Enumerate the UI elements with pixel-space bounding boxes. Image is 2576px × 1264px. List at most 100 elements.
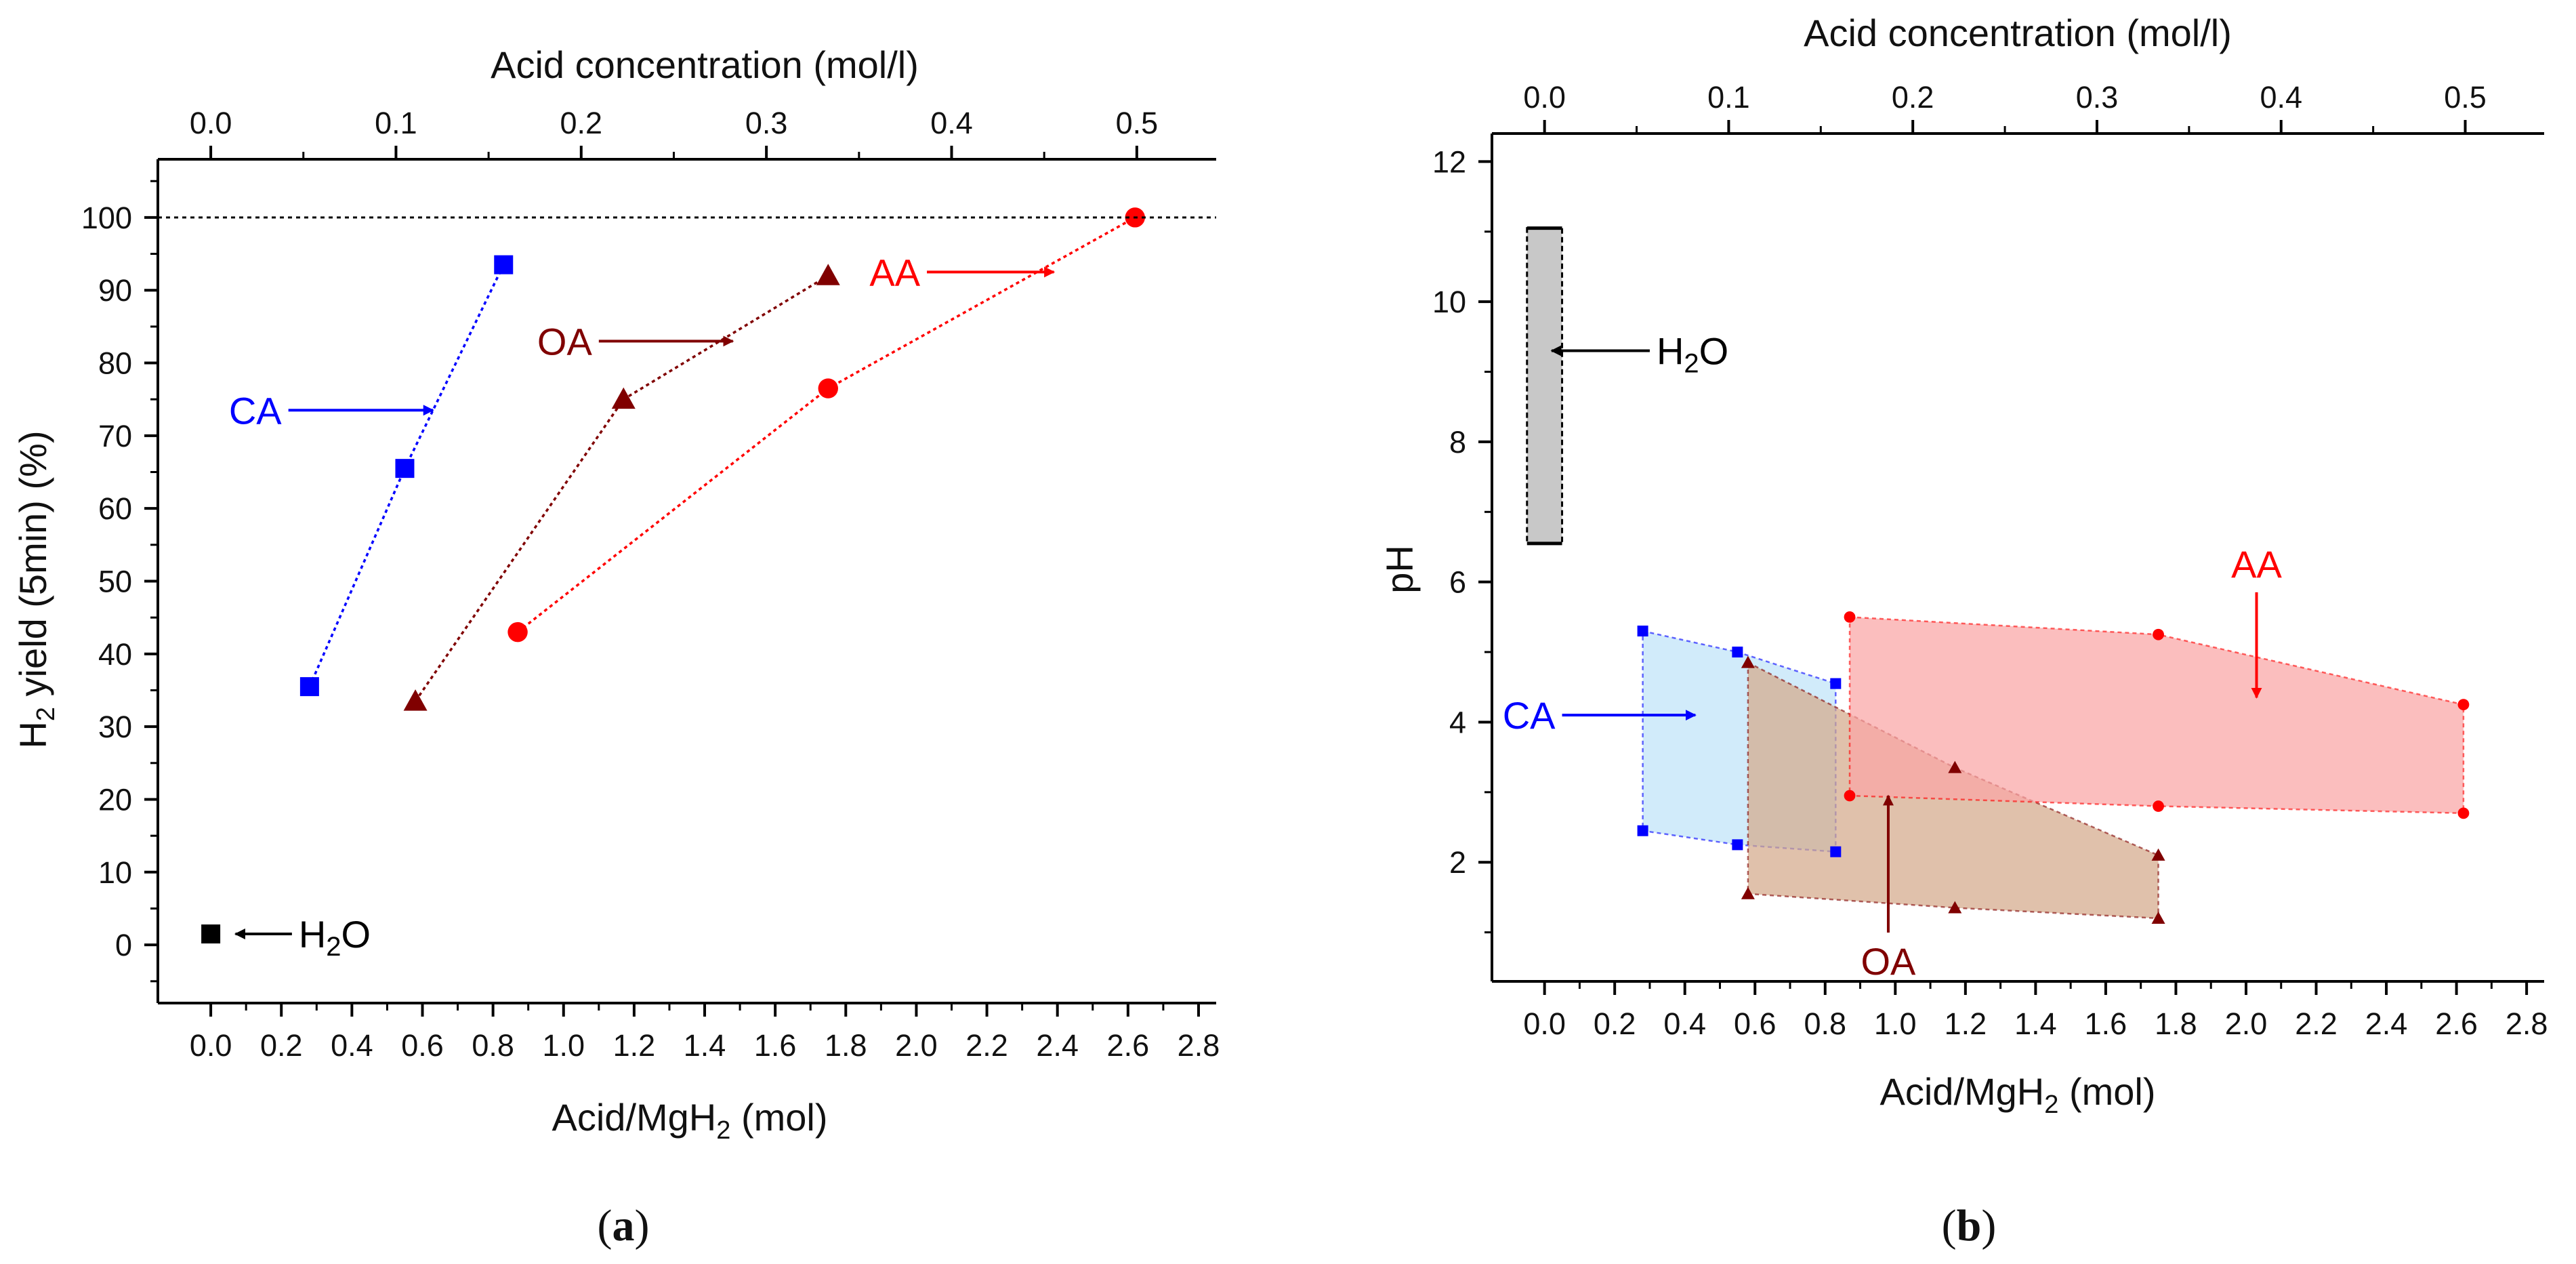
annotation-label: CA xyxy=(1503,694,1556,737)
x-tick-label: 1.0 xyxy=(1874,1006,1917,1041)
panel-a-axes: 0.0 0.2 0.4 0.6 0.8 1.0 1.2 1.4 1.6 1.8 2.0 2.2 2.4 2… xyxy=(81,106,1220,1063)
x-tick-label: 0.2 xyxy=(1594,1006,1636,1041)
x-tick-label: 2.0 xyxy=(2225,1006,2268,1041)
x-tick-label: 1.2 xyxy=(613,1028,656,1063)
annotation-label: AA xyxy=(2231,543,2282,586)
panel-b-top-axis-title: Acid concentration (mol/l) xyxy=(1804,12,2232,54)
top-tick-label: 0.1 xyxy=(1707,80,1750,115)
y-tick-label: 12 xyxy=(1432,144,1466,179)
data-point-oa xyxy=(2151,848,2165,861)
panel-a-bottom-axis-title: Acid/MgH2 (mol) xyxy=(552,1096,828,1145)
top-tick-label: 0.4 xyxy=(2260,80,2302,115)
x-tick-label: 1.6 xyxy=(754,1028,797,1063)
top-tick-label: 0.3 xyxy=(2076,80,2119,115)
panel-a-markers xyxy=(201,207,1145,944)
data-point-ca xyxy=(299,677,319,697)
y-tick-label: 100 xyxy=(81,201,132,235)
annotation-label: CA xyxy=(229,389,282,432)
y-tick-label: 70 xyxy=(98,419,132,453)
data-point-h2o xyxy=(201,924,221,944)
data-point-ca xyxy=(1830,678,1842,689)
y-tick-label: 6 xyxy=(1449,565,1466,600)
y-tick-label: 80 xyxy=(98,346,132,381)
data-point-oa xyxy=(2151,911,2165,924)
data-point-aa xyxy=(2457,699,2470,711)
y-tick-label: 8 xyxy=(1449,425,1466,460)
data-point-ca xyxy=(1637,825,1648,836)
data-point-aa xyxy=(2153,800,2164,812)
top-tick-label: 0.5 xyxy=(2444,80,2487,115)
y-tick-label: 60 xyxy=(98,491,132,526)
x-tick-label: 1.4 xyxy=(684,1028,726,1063)
data-point-oa xyxy=(816,264,840,285)
y-tick-label: 0 xyxy=(115,928,132,962)
x-tick-label: 0.4 xyxy=(1663,1006,1706,1041)
x-tick-label: 0.0 xyxy=(1523,1006,1566,1041)
y-tick-label: 90 xyxy=(98,273,132,308)
panel-a-top-axis-title: Acid concentration (mol/l) xyxy=(491,43,919,86)
x-tick-label: 2.8 xyxy=(2506,1006,2548,1041)
data-point-oa xyxy=(611,387,636,409)
x-tick-label: 1.0 xyxy=(542,1028,585,1063)
top-tick-label: 0.2 xyxy=(560,106,603,140)
panel-b-markers xyxy=(1637,611,2470,924)
x-tick-label: 1.8 xyxy=(825,1028,867,1063)
y-tick-label: 2 xyxy=(1449,845,1466,880)
panel-a-series-lines xyxy=(308,216,1136,702)
y-tick-label: 4 xyxy=(1449,705,1466,739)
panel-b-y-axis-title: pH xyxy=(1378,545,1421,594)
x-tick-label: 2.6 xyxy=(1107,1028,1150,1063)
x-tick-label: 2.0 xyxy=(895,1028,938,1063)
annotation-label: H2O xyxy=(299,913,371,962)
x-tick-label: 0.8 xyxy=(472,1028,514,1063)
top-tick-label: 0.2 xyxy=(1892,80,1934,115)
top-tick-label: 0.0 xyxy=(190,106,232,140)
data-point-oa xyxy=(403,689,428,711)
data-point-aa xyxy=(818,378,838,399)
panel-b-bottom-axis-title: Acid/MgH2 (mol) xyxy=(1880,1070,2156,1119)
data-point-ca xyxy=(395,459,415,478)
top-tick-label: 0.3 xyxy=(745,106,788,140)
x-tick-label: 0.4 xyxy=(331,1028,373,1063)
x-tick-label: 2.6 xyxy=(2435,1006,2478,1041)
x-tick-label: 2.4 xyxy=(2365,1006,2408,1041)
x-tick-label: 2.2 xyxy=(965,1028,1008,1063)
x-tick-label: 1.8 xyxy=(2155,1006,2197,1041)
data-point-ca xyxy=(1732,647,1743,658)
annotation-label: OA xyxy=(537,320,593,363)
data-point-aa xyxy=(1844,611,1856,623)
annotation-label: AA xyxy=(869,251,920,293)
ph-range-area-aa xyxy=(1848,616,2465,815)
panel-b-annotations: CA AA OA H2O xyxy=(1503,330,2283,983)
y-tick-label: 20 xyxy=(98,782,132,817)
x-tick-label: 1.6 xyxy=(2085,1006,2127,1041)
top-tick-label: 0.0 xyxy=(1523,80,1566,115)
x-tick-label: 0.8 xyxy=(1804,1006,1847,1041)
panel-a-annotations: CA OA AA H2O xyxy=(229,251,1056,962)
h2o-ph-range xyxy=(1526,227,1564,545)
series-line-oa xyxy=(414,274,829,702)
data-point-oa xyxy=(1948,760,1962,773)
y-tick-label: 10 xyxy=(98,855,132,890)
panel-a-y-axis-title: H2 yield (5min) (%) xyxy=(12,430,60,748)
data-point-oa xyxy=(1741,886,1755,899)
top-tick-label: 0.4 xyxy=(930,106,973,140)
panel-b-axes: 0.0 0.2 0.4 0.6 0.8 1.0 1.2 1.4 1.6 1.8 2.0 2.2 2.4 2… xyxy=(1432,80,2548,1041)
x-tick-label: 2.2 xyxy=(2295,1006,2338,1041)
x-tick-label: 0.6 xyxy=(401,1028,444,1063)
annotation-label: H2O xyxy=(1657,330,1728,379)
y-tick-label: 10 xyxy=(1432,285,1466,319)
data-point-ca xyxy=(1830,846,1842,857)
x-tick-label: 0.2 xyxy=(260,1028,303,1063)
x-tick-label: 1.2 xyxy=(1945,1006,1987,1041)
data-point-aa xyxy=(507,621,528,643)
x-tick-label: 1.4 xyxy=(2014,1006,2057,1041)
data-point-aa xyxy=(2457,807,2470,819)
data-point-oa xyxy=(1741,655,1755,668)
y-tick-label: 30 xyxy=(98,710,132,744)
data-point-aa xyxy=(1844,790,1856,802)
top-tick-label: 0.1 xyxy=(375,106,417,140)
panel-b-label: (b) xyxy=(1942,1201,1997,1250)
panel-a-label: (a) xyxy=(598,1201,650,1250)
